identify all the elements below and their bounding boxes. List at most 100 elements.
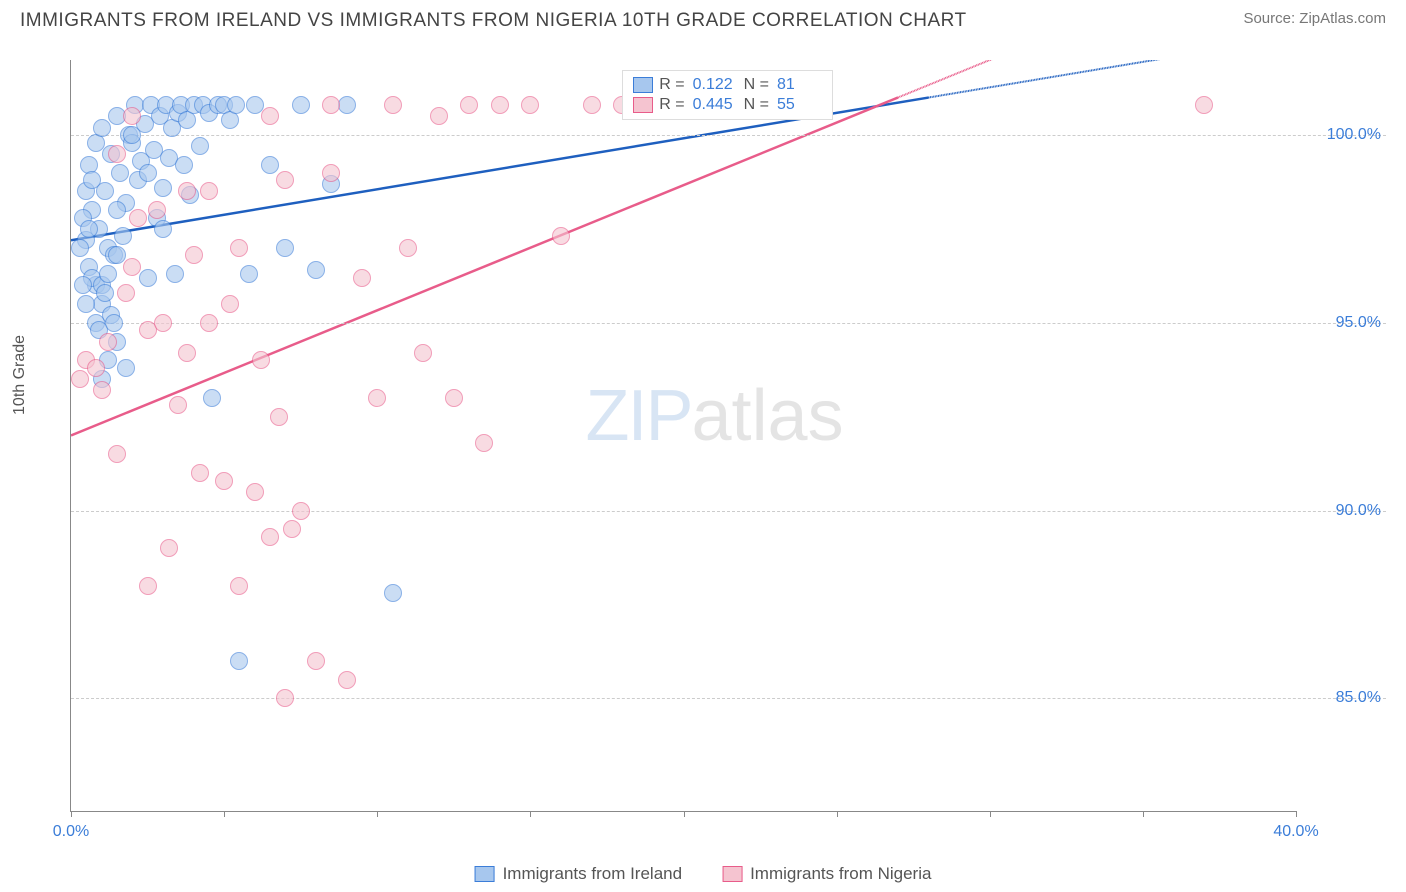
scatter-point [240,265,258,283]
scatter-point [445,389,463,407]
scatter-point [200,182,218,200]
y-tick-label: 85.0% [1336,689,1381,707]
scatter-point [129,209,147,227]
legend-swatch [633,97,653,113]
legend-r-value: 0.122 [693,76,738,94]
scatter-point [227,96,245,114]
scatter-point [353,269,371,287]
y-tick-label: 100.0% [1327,126,1381,144]
x-tick [71,811,72,817]
scatter-point [178,344,196,362]
scatter-point [261,156,279,174]
legend-n-value: 81 [777,76,822,94]
scatter-point [114,227,132,245]
scatter-point [552,227,570,245]
y-tick-label: 95.0% [1336,314,1381,332]
legend-label: Immigrants from Nigeria [750,864,931,884]
scatter-point [230,652,248,670]
legend-swatch [722,866,742,882]
scatter-point [384,96,402,114]
scatter-point [230,577,248,595]
scatter-point [123,107,141,125]
scatter-point [292,96,310,114]
scatter-point [246,483,264,501]
series-legend: Immigrants from Ireland Immigrants from N… [475,864,932,884]
scatter-point [93,381,111,399]
scatter-point [230,239,248,257]
scatter-point [430,107,448,125]
chart-container: 10th Grade ZIPatlas R =0.122N =81R =0.44… [50,50,1386,842]
scatter-point [117,359,135,377]
scatter-point [185,246,203,264]
bottom-legend-item: Immigrants from Ireland [475,864,683,884]
scatter-point [139,164,157,182]
scatter-point [191,464,209,482]
scatter-point [169,396,187,414]
scatter-point [583,96,601,114]
legend-swatch [633,77,653,93]
scatter-point [203,389,221,407]
correlation-legend: R =0.122N =81R =0.445N =55 [622,70,833,120]
scatter-point [200,314,218,332]
scatter-point [261,107,279,125]
scatter-point [160,539,178,557]
scatter-point [270,408,288,426]
x-tick [684,811,685,817]
legend-n-value: 55 [777,96,822,114]
scatter-point [191,137,209,155]
scatter-point [252,351,270,369]
scatter-point [148,201,166,219]
watermark-atlas: atlas [692,376,844,456]
scatter-point [80,220,98,238]
legend-n-label: N = [744,96,769,114]
y-axis-label: 10th Grade [11,335,29,415]
scatter-point [178,182,196,200]
scatter-point [307,652,325,670]
scatter-point [108,201,126,219]
x-tick [530,811,531,817]
legend-swatch [475,866,495,882]
y-tick-label: 90.0% [1336,502,1381,520]
scatter-point [154,220,172,238]
scatter-point [139,577,157,595]
legend-label: Immigrants from Ireland [503,864,683,884]
x-tick-label: 40.0% [1273,823,1318,841]
watermark: ZIPatlas [586,375,844,457]
x-tick [224,811,225,817]
scatter-point [414,344,432,362]
x-tick [837,811,838,817]
scatter-point [74,276,92,294]
x-tick [1143,811,1144,817]
scatter-point [96,284,114,302]
x-tick-label: 0.0% [53,823,89,841]
scatter-point [521,96,539,114]
legend-r-label: R = [659,76,684,94]
scatter-point [139,269,157,287]
scatter-point [460,96,478,114]
scatter-point [276,239,294,257]
plot-area: ZIPatlas R =0.122N =81R =0.445N =55 85.0… [70,60,1296,812]
scatter-point [154,179,172,197]
scatter-point [108,145,126,163]
scatter-point [292,502,310,520]
scatter-point [71,370,89,388]
scatter-point [338,671,356,689]
x-tick [1296,811,1297,817]
scatter-point [93,119,111,137]
scatter-point [105,314,123,332]
bottom-legend-item: Immigrants from Nigeria [722,864,931,884]
chart-title: IMMIGRANTS FROM IRELAND VS IMMIGRANTS FR… [20,10,967,32]
scatter-point [491,96,509,114]
scatter-point [322,96,340,114]
scatter-point [307,261,325,279]
scatter-point [399,239,417,257]
scatter-point [123,126,141,144]
source-label: Source: ZipAtlas.com [1243,10,1386,27]
scatter-point [261,528,279,546]
scatter-point [99,265,117,283]
legend-n-label: N = [744,76,769,94]
scatter-point [276,171,294,189]
scatter-point [111,164,129,182]
watermark-zip: ZIP [586,376,692,456]
scatter-point [1195,96,1213,114]
